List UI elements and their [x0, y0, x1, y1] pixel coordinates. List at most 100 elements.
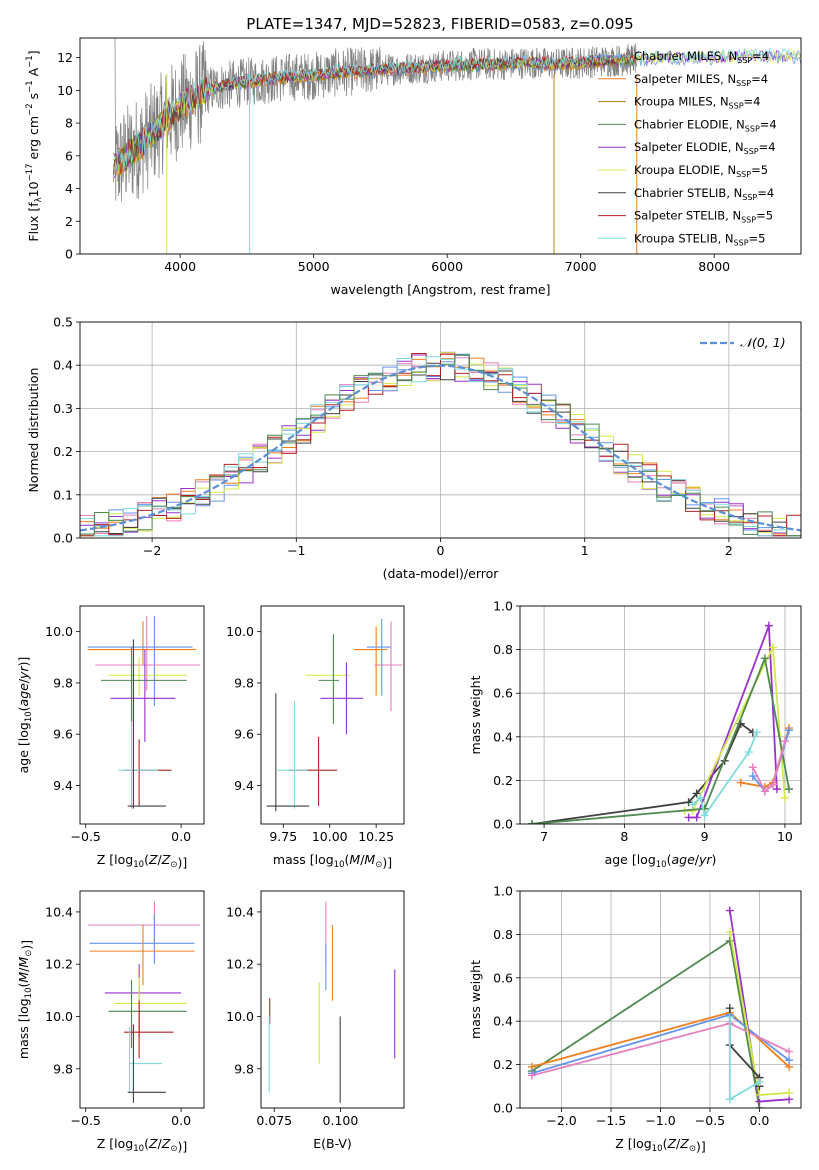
mass-weight-marker [752, 728, 761, 737]
x-tick-label: 0.100 [323, 1113, 359, 1128]
legend-label: Kroupa STELIB, NSSP=5 [634, 231, 765, 247]
y-tick-label: 9.6 [234, 727, 254, 742]
mass-weight-line [531, 655, 790, 824]
axes-frame [79, 37, 802, 255]
y-tick-label: 9.6 [53, 727, 73, 742]
x-tick-label: −2.0 [546, 1113, 576, 1128]
plot-area [113, 38, 801, 254]
plot-area [266, 618, 403, 812]
y-tick-label: 10.0 [226, 624, 254, 639]
model-spectrum-line [113, 54, 637, 175]
y-tick-label: 8 [65, 116, 73, 131]
legend-label: 𝒩(0, 1) [740, 335, 786, 350]
x-axis-label: Z [log10(Z/Z⊙)] [97, 852, 187, 870]
y-tick-label: 12 [57, 50, 73, 65]
x-axis-label: mass [log10(M/M⊙)] [273, 852, 392, 870]
y-tick-label: 0.8 [493, 927, 513, 942]
axes-frame [79, 890, 205, 1109]
y-tick-label: 10.0 [45, 624, 73, 639]
axes-frame [79, 605, 205, 825]
model-spectrum-line [113, 47, 801, 177]
panel-spectrum: 4000 5000 6000 7000 8000 0 2 4 6 8 10 12 wavelength … [25, 37, 802, 297]
plot-area [87, 901, 201, 1103]
mass-weight-marker [736, 778, 745, 787]
x-axis-label: (data-model)/error [383, 566, 500, 581]
x-tick-label: −1.5 [596, 1113, 626, 1128]
y-tick-label: 9.8 [234, 675, 254, 690]
legend-label: Chabrier ELODIE, NSSP=4 [634, 117, 777, 133]
mass-weight-marker [692, 813, 701, 822]
panel-residuals: −2 −1 0 1 2 0.0 0.1 0.2 0.3 0.4 0.5 (data-model)/er… [26, 315, 802, 581]
plot-area [268, 901, 396, 1103]
x-tick-label: −1 [287, 543, 305, 558]
x-tick-label: 0.075 [256, 1113, 292, 1128]
y-axis-label: mass weight [468, 675, 483, 754]
y-tick-label: 9.8 [53, 1061, 73, 1076]
x-tick-label: 0.0 [749, 1113, 769, 1128]
axes-frame [260, 605, 405, 825]
x-tick-label: 10.00 [312, 829, 348, 844]
mass-weight-marker [785, 1088, 794, 1097]
x-tick-label: 8 [620, 829, 628, 844]
mass-weight-marker [748, 763, 757, 772]
panel-age_vs_Z: −0.5 0.0 9.4 9.6 9.8 10.0 Z [log10(Z/Z⊙)] age [… [16, 605, 205, 870]
plot-area [87, 616, 201, 809]
model-spectrum-line [113, 51, 801, 172]
mass-weight-marker [688, 800, 697, 809]
mass-weight-marker [725, 1004, 734, 1013]
y-tick-label: 1.0 [493, 884, 513, 899]
x-tick-label: 0 [437, 543, 445, 558]
x-tick-label: 10 [777, 829, 793, 844]
panel-age_vs_mass: 9.75 10.00 10.25 9.4 9.6 9.8 10.0 mass [log10(M… [226, 605, 405, 870]
y-tick-label: 10.0 [226, 1009, 254, 1024]
mass-weight-marker [755, 1090, 764, 1099]
x-axis-label: wavelength [Angstrom, rest frame] [330, 282, 550, 297]
x-tick-label: 5000 [298, 259, 330, 274]
mass-weight-marker [696, 793, 705, 802]
spectrum-legend: Chabrier MILES, NSSP=4 Salpeter MILES, NS… [598, 49, 777, 247]
y-tick-label: 1.0 [493, 599, 513, 614]
y-tick-label: 0.0 [493, 817, 513, 832]
y-tick-label: 0.2 [53, 444, 73, 459]
x-axis-label: age [log10(age/yr) [605, 852, 717, 870]
mass-weight-marker [692, 789, 701, 798]
y-tick-label: 0.2 [493, 1057, 513, 1072]
mass-weight-marker [725, 906, 734, 915]
x-tick-label: −0.5 [71, 1113, 101, 1128]
y-tick-label: 0.4 [493, 729, 513, 744]
x-tick-label: 2 [725, 543, 733, 558]
y-tick-label: 9.4 [234, 778, 254, 793]
y-tick-label: 2 [65, 214, 73, 229]
legend-label: Salpeter STELIB, NSSP=5 [634, 209, 773, 225]
mass-weight-marker [725, 928, 734, 937]
x-tick-label: −0.5 [71, 829, 101, 844]
mass-weight-marker [760, 654, 769, 663]
mass-weight-marker [700, 811, 709, 820]
mass-weight-marker [764, 621, 773, 630]
panel-weight_vs_Z: −2.0 −1.5 −1.0 −0.5 0.0 0.0 0.2 0.4 0.6 0.8 1.0 mas… [468, 884, 802, 1154]
x-tick-label: −0.5 [695, 1113, 725, 1128]
mass-weight-marker [684, 798, 693, 807]
y-tick-label: 0.8 [493, 642, 513, 657]
y-tick-label: 0.3 [53, 401, 73, 416]
legend-label: Salpeter ELODIE, NSSP=4 [634, 140, 776, 156]
y-axis-label: Flux [fλ10−17 erg cm−2 s−1 A−1] [25, 50, 44, 241]
axes-frame [260, 890, 405, 1109]
y-tick-label: 9.4 [53, 778, 73, 793]
legend-label: Kroupa MILES, NSSP=4 [634, 95, 760, 111]
y-tick-label: 9.8 [53, 675, 73, 690]
x-tick-label: 9.75 [269, 829, 297, 844]
x-tick-label: 10.25 [358, 829, 394, 844]
y-tick-label: 10.4 [45, 904, 73, 919]
plot-area [520, 891, 801, 1108]
y-tick-label: 0.6 [493, 970, 513, 985]
y-tick-label: 0.5 [53, 315, 73, 330]
panel-mass_vs_Z: −0.5 0.0 9.8 10.0 10.2 10.4 Z [log10(Z/Z⊙)] mas… [16, 890, 205, 1154]
x-tick-label: 0.0 [171, 1113, 191, 1128]
y-axis-label: Normed distribution [26, 368, 41, 493]
y-axis-label: mass weight [468, 960, 483, 1039]
mass-weight-marker [772, 785, 781, 794]
mass-weight-marker [725, 1095, 734, 1104]
x-tick-label: 4000 [164, 259, 196, 274]
mass-weight-marker [748, 772, 757, 781]
